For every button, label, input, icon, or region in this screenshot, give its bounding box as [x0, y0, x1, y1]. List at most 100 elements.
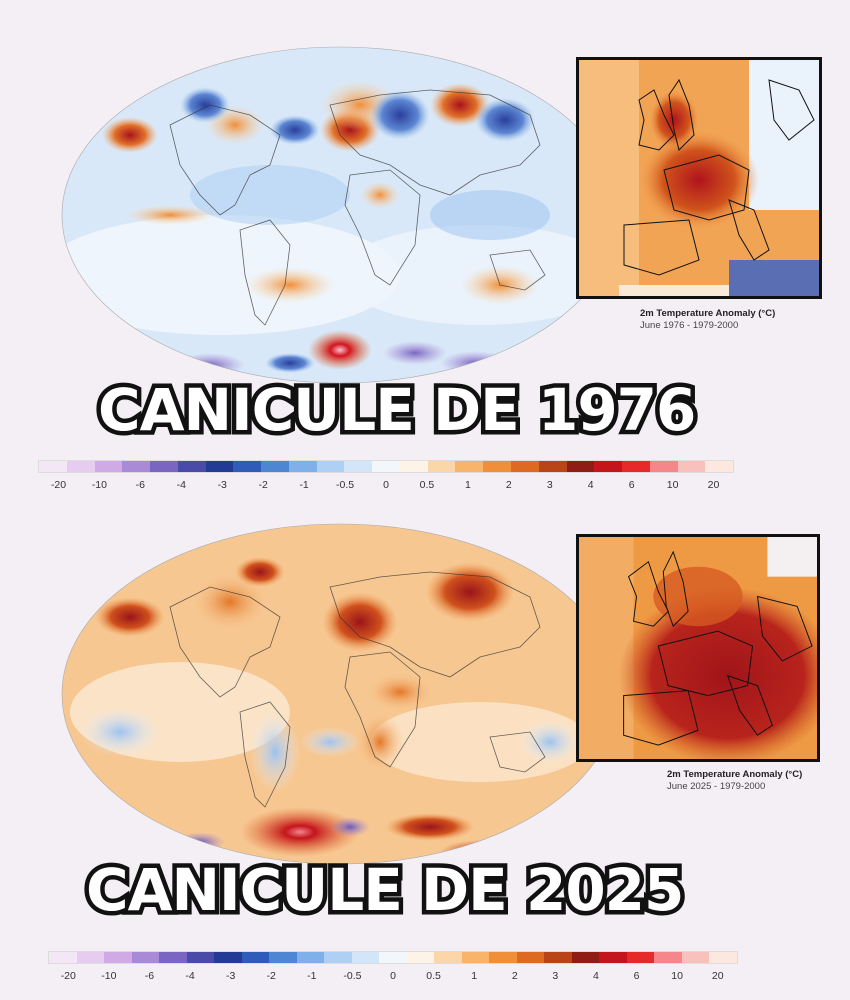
colorbar-swatch [122, 461, 151, 472]
europe-inset-2025 [576, 534, 820, 762]
colorbar-swatch [76, 952, 105, 963]
colorbar-swatch [709, 952, 737, 963]
colorbar-1976 [38, 460, 734, 473]
colorbar-swatch [434, 952, 462, 963]
colorbar-swatch [511, 461, 539, 472]
title-1976: CANICULE DE 1976 [93, 372, 700, 449]
colorbar-swatch [571, 952, 600, 963]
colorbar-tick-label: 20 [707, 479, 720, 491]
colorbar-tick-label: -2 [258, 479, 268, 491]
colorbar-swatch [372, 461, 400, 472]
world-map-2025 [61, 523, 619, 865]
colorbar-swatch [681, 952, 710, 963]
colorbar-swatch [261, 461, 289, 472]
colorbar-tick-label: 10 [671, 970, 683, 982]
colorbar-tick-label: 6 [633, 970, 640, 982]
colorbar-swatch [94, 461, 123, 472]
colorbar-swatch [594, 461, 623, 472]
colorbar-tick-label: -6 [144, 970, 155, 982]
colorbar-swatch [566, 461, 595, 472]
colorbar-swatch [677, 461, 706, 472]
colorbar-swatch [599, 952, 627, 963]
colorbar-tick-label: -10 [91, 479, 107, 491]
colorbar-tick-label: -20 [60, 970, 76, 982]
colorbar-swatch [214, 952, 242, 963]
colorbar-tick-label: -2 [266, 970, 276, 982]
colorbar-tick-label: 0.5 [426, 970, 441, 982]
world-map-1976 [61, 46, 619, 384]
colorbar-tick-label: 2 [505, 479, 512, 491]
colorbar-swatch [241, 952, 270, 963]
colorbar-tick-label: -10 [101, 970, 117, 982]
colorbar-swatch [654, 952, 682, 963]
colorbar-tick-label: -3 [225, 970, 236, 982]
colorbar-tick-label: 10 [666, 479, 679, 491]
colorbar-swatch [455, 461, 484, 472]
caption-subtitle: June 2025 - 1979-2000 [667, 781, 766, 792]
colorbar-tick-label: -1 [307, 970, 317, 982]
colorbar-swatch [49, 952, 77, 963]
colorbar-swatch [379, 952, 407, 963]
colorbar-tick-label: 20 [711, 970, 724, 982]
colorbar-swatch [351, 952, 380, 963]
caption-subtitle: June 1976 - 1979-2000 [640, 320, 739, 331]
colorbar-tick-label: 4 [593, 970, 599, 982]
caption-1976: 2m Temperature Anomaly (°C) June 1976 - … [640, 308, 775, 332]
colorbar-swatch [177, 461, 206, 472]
colorbar-swatch [233, 461, 262, 472]
colorbar-2025 [48, 951, 738, 964]
colorbar-tick-label: -1 [299, 479, 309, 491]
colorbar-swatch [399, 461, 428, 472]
map-panel-2025: 2m Temperature Anomaly (°C) June 2025 - … [0, 500, 850, 1000]
colorbar-tick-label: -3 [217, 479, 227, 491]
colorbar-swatch [622, 461, 650, 472]
colorbar-swatch [205, 461, 234, 472]
colorbar-swatch [324, 952, 352, 963]
colorbar-swatch [344, 461, 373, 472]
colorbar-tick-label: 2 [511, 970, 518, 982]
caption-2025: 2m Temperature Anomaly (°C) June 2025 - … [667, 769, 802, 793]
colorbar-swatch [427, 461, 456, 472]
colorbar-tick-label: -20 [50, 479, 67, 491]
colorbar-swatch [626, 952, 655, 963]
colorbar-swatch [316, 461, 345, 472]
colorbar-tick-label: 0.5 [419, 479, 435, 491]
colorbar-swatch [296, 952, 325, 963]
colorbar-tick-label: -4 [176, 479, 186, 491]
colorbar-swatch [131, 952, 160, 963]
colorbar-ticks-2025: -20 -10 -6 -4 -3 -2 -1 -0.5 0 0.5 1 2 3 4 6 10 20 [48, 970, 738, 984]
colorbar-ticks-1976: -20 -10 -6 -4 -3 -2 -1 -0.5 0 0.5 1 2 3 4 6 10 20 [38, 479, 734, 493]
colorbar-tick-label: 0 [390, 970, 396, 982]
colorbar-swatch [288, 461, 317, 472]
colorbar-swatch [489, 952, 517, 963]
colorbar-swatch [39, 461, 67, 472]
colorbar-swatch [186, 952, 215, 963]
colorbar-swatch [705, 461, 734, 472]
colorbar-tick-label: 3 [552, 970, 559, 982]
colorbar-tick-label: -4 [185, 970, 195, 982]
colorbar-swatch [150, 461, 178, 472]
colorbar-swatch [406, 952, 435, 963]
colorbar-swatch [461, 952, 490, 963]
colorbar-tick-label: 3 [546, 479, 553, 491]
map-panel-1976: 2m Temperature Anomaly (°C) June 1976 - … [38, 46, 822, 493]
colorbar-tick-label: 1 [464, 479, 471, 491]
colorbar-swatch [159, 952, 187, 963]
europe-inset-1976 [576, 57, 822, 299]
colorbar-swatch [516, 952, 545, 963]
colorbar-tick-label: -0.5 [336, 479, 355, 491]
colorbar-swatch [483, 461, 512, 472]
colorbar-swatch [269, 952, 297, 963]
colorbar-swatch [649, 461, 678, 472]
title-2025: CANICULE DE 2025 [81, 852, 688, 929]
colorbar-swatch [538, 461, 567, 472]
caption-title: 2m Temperature Anomaly (°C) [667, 769, 803, 780]
caption-title: 2m Temperature Anomaly (°C) [640, 308, 776, 319]
colorbar-tick-label: 6 [628, 479, 635, 491]
colorbar-tick-label: 1 [471, 970, 478, 982]
colorbar-tick-label: -6 [135, 479, 146, 491]
colorbar-swatch [104, 952, 132, 963]
colorbar-tick-label: 4 [587, 479, 594, 491]
colorbar-tick-label: 0 [383, 479, 389, 491]
colorbar-swatch [66, 461, 95, 472]
